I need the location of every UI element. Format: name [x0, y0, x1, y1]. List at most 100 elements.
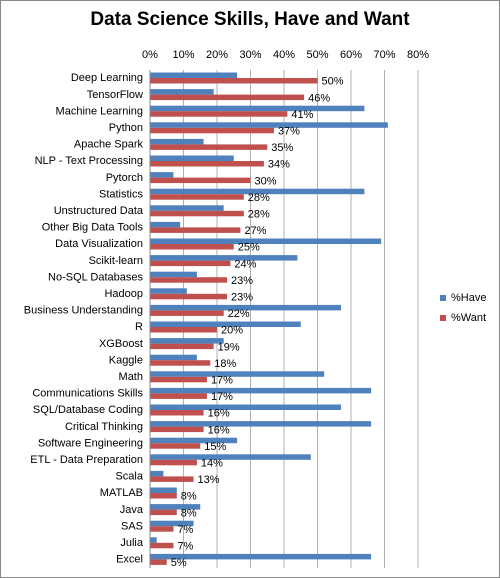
y-tick-label: XGBoost — [99, 338, 143, 350]
bar — [150, 260, 231, 267]
value-label: 24% — [234, 258, 256, 270]
bar — [150, 476, 194, 482]
bar — [150, 520, 194, 527]
value-label: 15% — [204, 441, 226, 453]
bar — [150, 78, 318, 84]
value-label: 28% — [248, 192, 270, 204]
value-label: 22% — [228, 308, 250, 320]
bar — [150, 443, 201, 449]
bar — [150, 426, 204, 433]
bar — [150, 277, 228, 283]
value-label: 14% — [201, 457, 223, 469]
bar — [150, 122, 388, 128]
value-label: 7% — [177, 524, 193, 536]
value-label: 46% — [308, 92, 330, 104]
bar — [150, 127, 274, 134]
bar — [150, 138, 204, 145]
y-tick-label: Excel — [116, 554, 143, 566]
value-label: 17% — [211, 391, 233, 403]
bar — [150, 504, 201, 510]
bar — [150, 437, 238, 444]
y-tick-label: Communications Skills — [32, 388, 143, 400]
bar — [150, 194, 244, 200]
value-label: 41% — [291, 109, 313, 121]
bar — [150, 155, 234, 161]
bar — [150, 487, 177, 493]
bar — [150, 271, 197, 278]
x-tick-label: 50% — [306, 49, 328, 61]
bar — [150, 172, 174, 178]
bar — [150, 238, 382, 244]
value-label: 20% — [221, 325, 243, 337]
bar — [150, 387, 372, 394]
y-tick-label: Data Visualization — [55, 238, 143, 250]
value-label: 7% — [177, 540, 193, 552]
bar — [150, 177, 251, 184]
value-label: 28% — [248, 208, 270, 220]
bar — [150, 509, 177, 516]
y-tick-label: R — [135, 321, 143, 333]
bar — [150, 293, 228, 300]
legend-swatch — [440, 295, 446, 301]
bar — [150, 205, 224, 211]
bar — [150, 255, 298, 261]
value-label: 8% — [181, 507, 197, 519]
value-label: 34% — [268, 159, 290, 171]
bar — [150, 526, 174, 532]
x-tick-label: 70% — [373, 49, 395, 61]
y-tick-label: Hadoop — [104, 288, 143, 300]
y-tick-label: MATLAB — [100, 487, 143, 499]
y-tick-label: Statistics — [99, 188, 144, 200]
value-label: 37% — [278, 125, 300, 137]
bar — [150, 454, 311, 460]
y-tick-label: Pytorch — [106, 172, 143, 184]
x-tick-label: 10% — [172, 49, 194, 61]
value-label: 13% — [198, 474, 220, 486]
value-label: 8% — [181, 491, 197, 503]
x-tick-label: 80% — [407, 49, 429, 61]
value-label: 18% — [214, 358, 236, 370]
bar — [150, 161, 264, 167]
y-tick-label: Python — [109, 122, 143, 134]
y-tick-label: NLP - Text Processing — [35, 155, 143, 167]
y-tick-label: Business Understanding — [24, 305, 143, 317]
bar — [150, 354, 197, 361]
bar — [150, 89, 214, 95]
bar — [150, 310, 224, 316]
y-tick-label: Software Engineering — [38, 437, 143, 449]
bar — [150, 410, 204, 416]
y-tick-label: Critical Thinking — [65, 421, 143, 433]
value-label: 23% — [231, 291, 253, 303]
bar — [150, 371, 325, 377]
x-tick-label: 0% — [142, 49, 158, 61]
y-tick-label: Apache Spark — [74, 139, 144, 151]
bar — [150, 227, 241, 233]
bar — [150, 321, 301, 327]
y-tick-label: Julia — [120, 537, 144, 549]
bar — [150, 210, 244, 217]
bar — [150, 288, 187, 294]
y-tick-label: Other Big Data Tools — [42, 222, 144, 234]
bar — [150, 144, 268, 150]
bar — [150, 421, 372, 427]
value-label: 27% — [244, 225, 266, 237]
value-label: 30% — [255, 175, 277, 187]
legend-label: %Want — [451, 312, 486, 324]
legend-swatch — [440, 315, 446, 321]
bar — [150, 559, 167, 565]
bar — [150, 553, 372, 560]
y-tick-label: Unstructured Data — [54, 205, 144, 217]
bar — [150, 360, 211, 366]
bar — [150, 338, 224, 344]
value-label: 16% — [208, 408, 230, 420]
bar — [150, 244, 234, 250]
y-tick-label: Scala — [115, 471, 143, 483]
y-tick-label: Math — [119, 371, 143, 383]
y-tick-label: Deep Learning — [71, 72, 143, 84]
bar — [150, 376, 207, 383]
y-tick-label: Machine Learning — [56, 105, 143, 117]
bar — [150, 493, 177, 499]
chart-title: Data Science Skills, Have and Want — [90, 9, 410, 30]
